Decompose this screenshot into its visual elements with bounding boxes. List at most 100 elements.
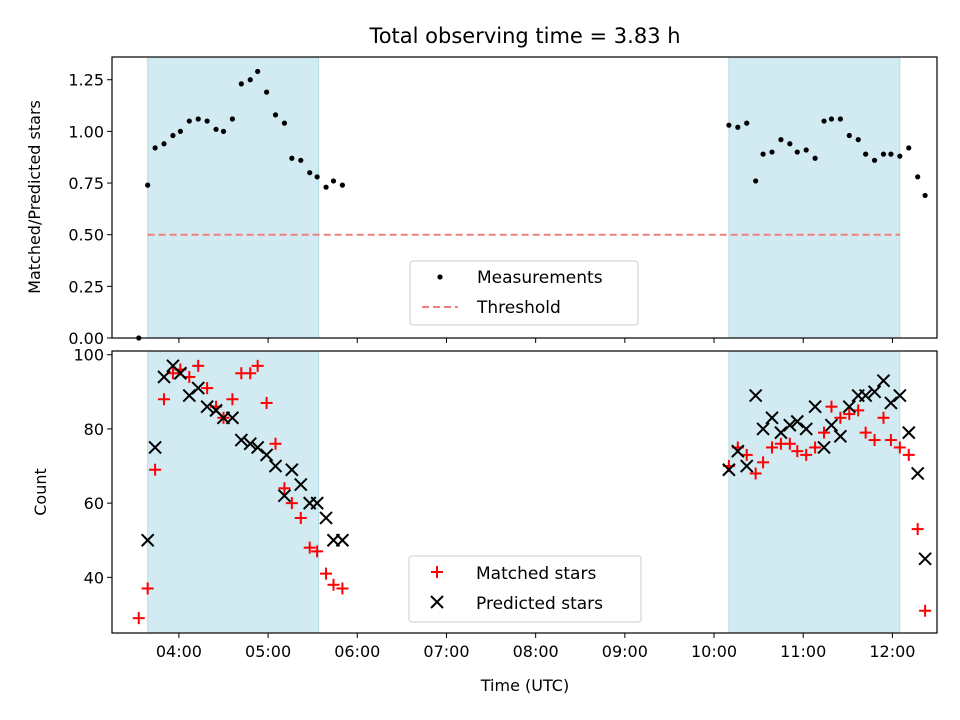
measurement-point: [177, 128, 183, 134]
count-x-ticks: 04:00 05:00 06:00 07:00 08:00 09:00 10:00 11:00…: [156, 633, 915, 661]
measurement-point: [821, 118, 827, 124]
predicted-star-point: [799, 422, 813, 436]
observing-window-1: [147, 56, 320, 339]
predicted-star-point: [774, 425, 788, 440]
x-axis-label: Time (UTC): [480, 676, 569, 695]
predicted-star-point: [842, 399, 857, 414]
measurement-point: [213, 126, 219, 132]
matched-star-point: [149, 463, 162, 476]
predicted-star-point: [148, 440, 162, 455]
matched-star-point: [260, 396, 273, 409]
y-tick-label: 0.25: [68, 277, 104, 296]
matched-star-point: [226, 393, 239, 406]
measurement-point: [922, 192, 928, 199]
measurement-point: [863, 151, 869, 157]
measurement-point: [871, 157, 878, 163]
measurement-point: [281, 120, 288, 126]
matched-star-point: [311, 545, 324, 558]
predicted-star-point: [731, 444, 745, 458]
matched-star-point: [269, 437, 282, 450]
x-tick-label: 07:00: [423, 642, 469, 661]
y-tick-label: 0.50: [68, 226, 104, 245]
predicted-star-point: [824, 418, 839, 432]
matched-star-points: [132, 359, 932, 625]
predicted-star-point: [910, 466, 925, 481]
ratio-panel: 0.00 0.25 0.50 0.75 1.00 1.25 Matched/Predict…: [25, 56, 938, 348]
measurement-point: [323, 184, 329, 190]
count-legend-frame: [408, 555, 642, 623]
predicted-star-point: [250, 440, 265, 455]
matched-star-point: [902, 448, 915, 461]
legend-predicted-label: Predicted stars: [476, 594, 603, 614]
measurement-point: [888, 151, 894, 157]
matched-star-point: [893, 441, 906, 454]
measurement-point: [769, 149, 775, 155]
measurement-point: [186, 118, 192, 124]
count-legend: Matched stars Predicted stars: [408, 555, 642, 623]
matched-star-point: [336, 582, 349, 595]
measurement-point: [837, 116, 843, 122]
predicted-star-point: [740, 459, 754, 473]
matched-star-point: [749, 467, 762, 480]
matched-star-point: [192, 359, 205, 372]
matched-star-point: [825, 400, 838, 413]
measurement-point: [726, 122, 732, 128]
matched-star-point: [919, 604, 932, 617]
matched-star-point: [303, 541, 316, 554]
predicted-star-point: [268, 459, 283, 473]
matched-star-point: [783, 437, 796, 450]
count-y-ticks: 40 60 80 100: [73, 346, 112, 587]
measurement-point: [787, 141, 793, 147]
predicted-star-point: [790, 414, 804, 429]
measurement-point: [289, 155, 295, 161]
predicted-star-point: [884, 396, 898, 410]
ratio-axes-frame: [111, 56, 938, 339]
measurement-point: [778, 137, 784, 143]
matched-star-point: [285, 497, 298, 510]
measurement-point: [897, 153, 903, 159]
predicted-star-point: [157, 370, 171, 384]
predicted-star-points: [140, 359, 932, 566]
measurement-point: [880, 151, 887, 157]
predicted-star-point: [225, 411, 240, 425]
predicted-star-point: [294, 477, 308, 492]
predicted-star-point: [808, 399, 822, 414]
matched-star-point: [757, 456, 770, 469]
measurement-point: [220, 128, 227, 134]
predicted-star-point: [765, 411, 779, 425]
matched-star-point: [911, 523, 924, 536]
matched-star-point: [877, 411, 890, 424]
count-axes-frame: [111, 350, 938, 634]
measurement-point: [229, 116, 236, 122]
matched-star-point: [201, 382, 214, 395]
predicted-star-point: [902, 425, 916, 440]
legend-threshold-label: Threshold: [476, 298, 561, 318]
x-tick-label: 08:00: [513, 642, 559, 661]
matched-star-point: [327, 578, 340, 591]
measurement-point: [794, 149, 800, 155]
matched-star-point: [868, 434, 881, 447]
ratio-y-axis-label: Matched/Predicted stars: [25, 100, 44, 294]
ratio-legend: Measurements Threshold: [409, 260, 639, 326]
x-tick-label: 11:00: [780, 642, 826, 661]
predicted-star-point: [748, 388, 763, 403]
measurement-point: [803, 147, 809, 153]
matched-star-point: [244, 367, 257, 380]
y-tick-label: 1.25: [68, 71, 104, 90]
measurement-point: [760, 151, 766, 157]
measurement-point: [195, 116, 201, 122]
predicted-star-point: [182, 388, 197, 403]
predicted-star-point: [310, 496, 324, 510]
legend-matched-label: Matched stars: [476, 564, 596, 584]
measurement-point: [204, 118, 210, 124]
y-tick-label: 0.75: [68, 174, 104, 193]
matched-star-point: [884, 434, 897, 447]
predicted-star-point: [319, 511, 333, 525]
chart-title: Total observing time = 3.83 h: [368, 24, 680, 48]
observing-windows: [147, 56, 901, 339]
y-tick-label: 0.00: [68, 329, 104, 348]
y-tick-label: 40: [84, 568, 104, 587]
predicted-star-point: [893, 388, 907, 403]
matched-star-point: [141, 582, 154, 595]
